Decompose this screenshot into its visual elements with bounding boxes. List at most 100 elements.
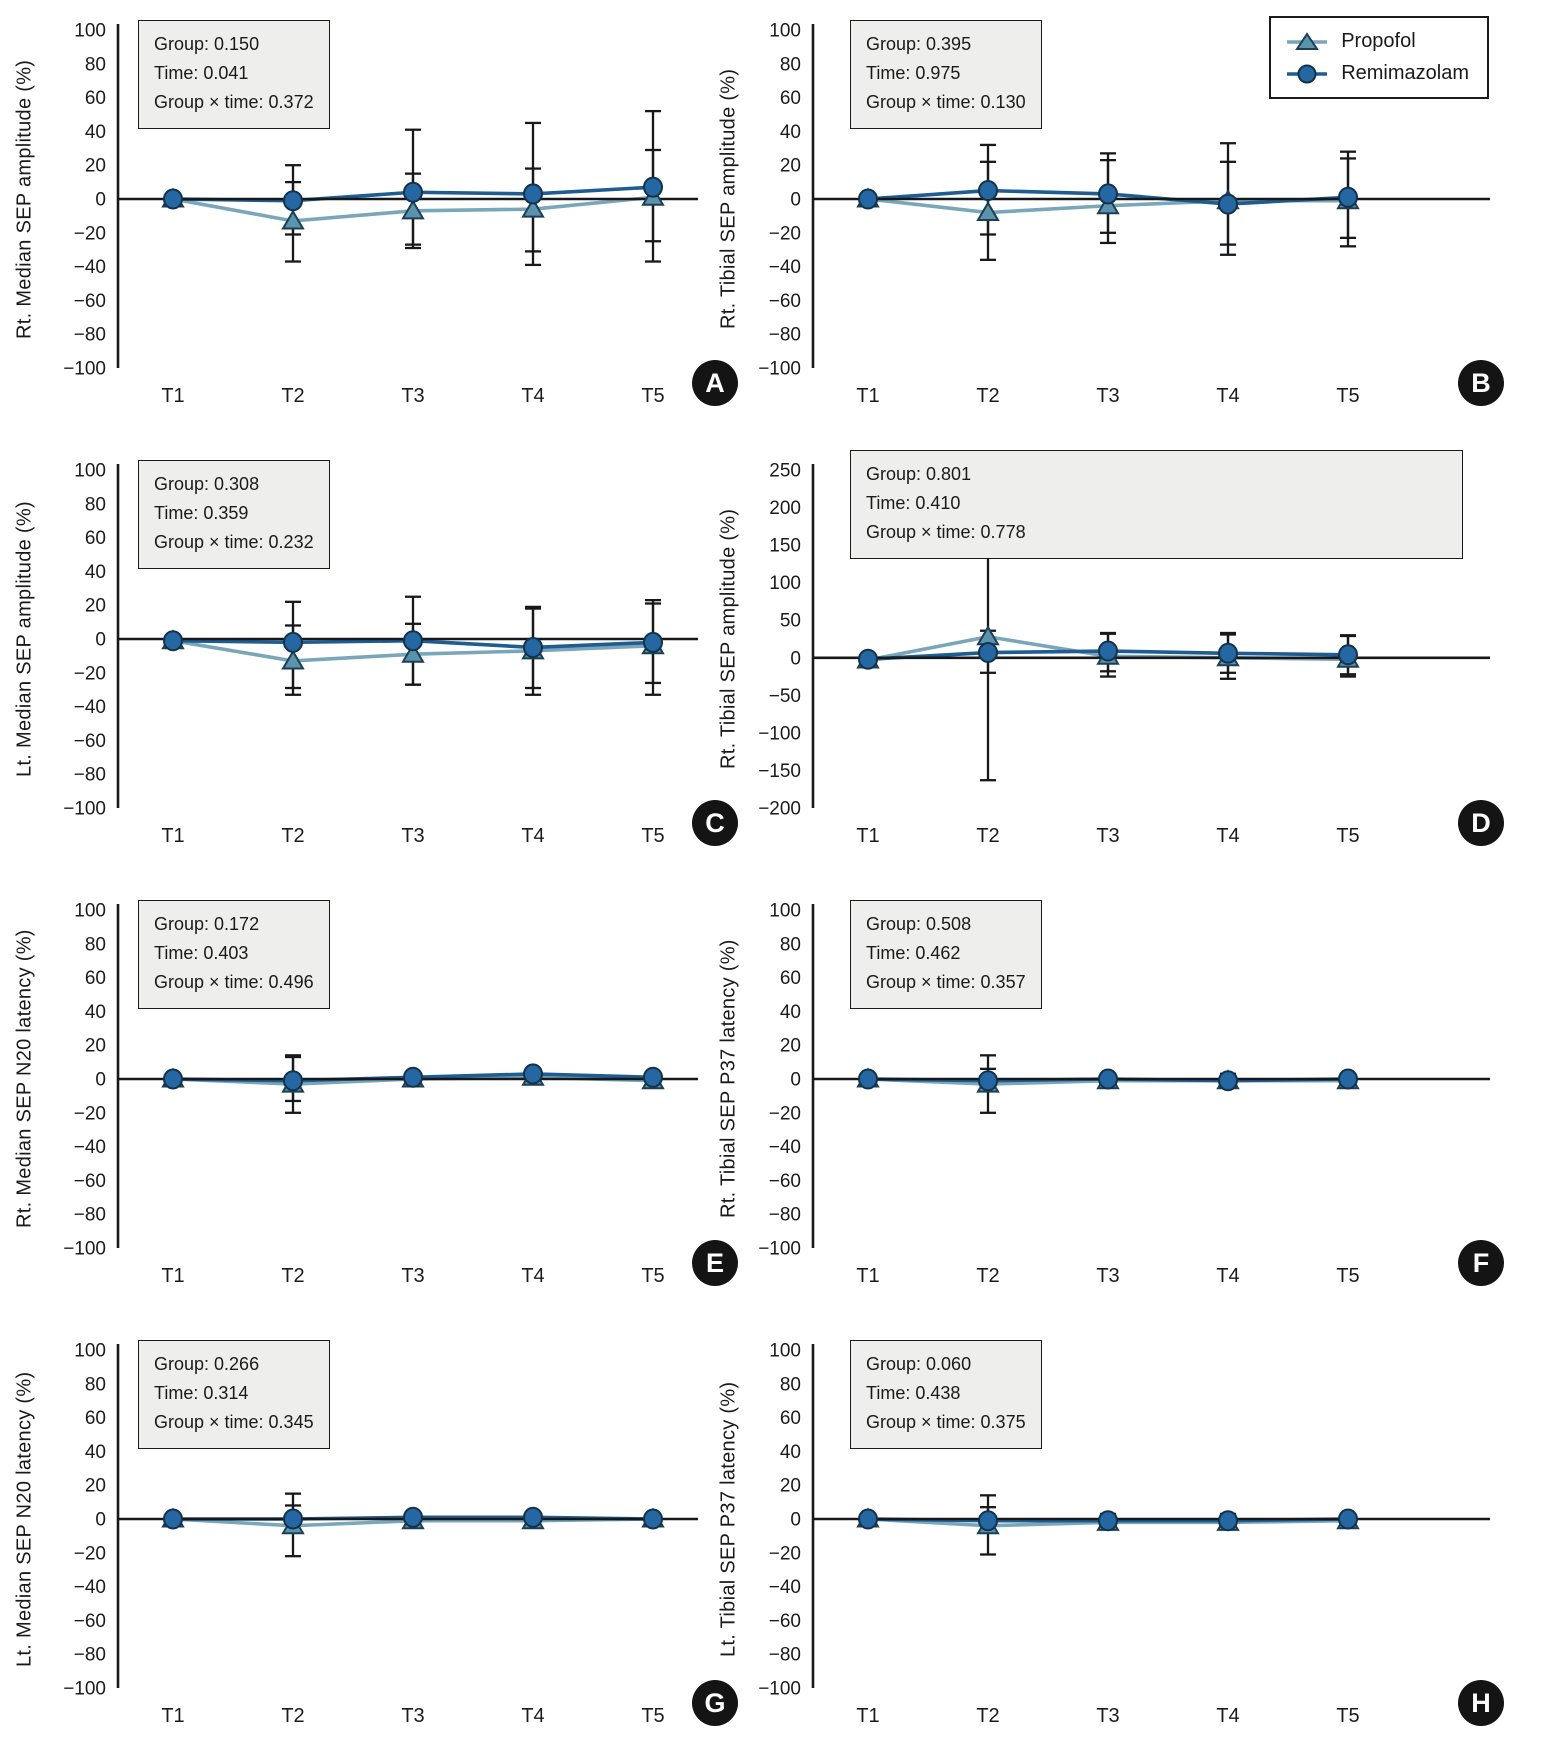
- svg-text:−60: −60: [769, 1611, 801, 1632]
- line-chart-d: 250 200 150 100 50 0 −50 −100 −150 −200 T1 T2 T3 T4 T5: [758, 461, 1490, 847]
- panel-f: Rt. Tibial SEP P37 latency (%) 100 80 60 40…: [700, 880, 1551, 1320]
- svg-text:20: 20: [85, 596, 106, 617]
- svg-text:20: 20: [780, 1036, 801, 1057]
- stats-group-line: Group: 0.150: [154, 34, 260, 54]
- panel-letter-badge: C: [692, 800, 738, 846]
- svg-text:T3: T3: [401, 385, 424, 407]
- svg-text:T4: T4: [1216, 825, 1239, 847]
- svg-text:250: 250: [769, 461, 801, 482]
- svg-text:80: 80: [780, 54, 801, 75]
- svg-text:−60: −60: [74, 1171, 106, 1192]
- stats-interaction-line: Group × time: 0.778: [866, 522, 1026, 543]
- stats-interaction-line: Group × time: 0.372: [154, 92, 314, 113]
- svg-text:−60: −60: [769, 1171, 801, 1192]
- stats-interaction-line: Group × time: 0.345: [154, 1412, 314, 1433]
- svg-text:T1: T1: [161, 1705, 184, 1727]
- panel-g: Lt. Median SEP N20 latency (%) 100 80 60 40…: [0, 1320, 738, 1760]
- svg-text:T4: T4: [521, 1705, 544, 1727]
- svg-text:T3: T3: [1096, 825, 1119, 847]
- line-chart-f: 100 80 60 40 20 0 −20 −40 −60 −80 −100 T1 T2 T3 T4 T5: [758, 901, 1490, 1287]
- svg-text:−40: −40: [74, 697, 106, 718]
- svg-text:40: 40: [85, 1442, 106, 1463]
- svg-text:−60: −60: [74, 731, 106, 752]
- panel-letter-badge: D: [1458, 800, 1504, 846]
- svg-text:80: 80: [780, 934, 801, 955]
- panel-letter-badge: A: [692, 360, 738, 406]
- svg-text:200: 200: [769, 498, 801, 519]
- svg-text:−20: −20: [769, 1543, 801, 1564]
- stats-group-line: Group: 0.395: [866, 34, 972, 54]
- svg-text:−100: −100: [758, 359, 801, 380]
- svg-text:60: 60: [85, 88, 106, 109]
- svg-text:T1: T1: [161, 825, 184, 847]
- svg-text:−80: −80: [74, 765, 106, 786]
- svg-text:−40: −40: [74, 1137, 106, 1158]
- svg-text:40: 40: [85, 1002, 106, 1023]
- svg-text:20: 20: [85, 1036, 106, 1057]
- stats-box: Group: 0.266 Time: 0.314 Group × time: 0…: [138, 1340, 330, 1450]
- stats-time-line: Time: 0.462: [866, 943, 961, 964]
- svg-text:40: 40: [85, 562, 106, 583]
- svg-text:100: 100: [769, 573, 801, 594]
- svg-text:−40: −40: [74, 257, 106, 278]
- svg-text:T5: T5: [641, 1705, 664, 1727]
- svg-text:60: 60: [85, 968, 106, 989]
- svg-text:−50: −50: [769, 686, 801, 707]
- svg-text:−80: −80: [769, 1205, 801, 1226]
- svg-text:T1: T1: [856, 1705, 879, 1727]
- legend-label: Remimazolam: [1341, 62, 1469, 84]
- svg-text:100: 100: [74, 21, 106, 42]
- svg-text:−100: −100: [63, 359, 106, 380]
- line-chart-g: 100 80 60 40 20 0 −20 −40 −60 −80 −100 T1 T2 T3 T4 T5: [63, 1341, 698, 1727]
- svg-text:T5: T5: [641, 385, 664, 407]
- svg-text:80: 80: [85, 1374, 106, 1395]
- svg-text:T4: T4: [1216, 1705, 1239, 1727]
- panel-letter-badge: E: [692, 1240, 738, 1286]
- svg-text:T4: T4: [521, 385, 544, 407]
- svg-text:−150: −150: [758, 761, 801, 782]
- svg-text:0: 0: [790, 648, 801, 669]
- stats-box: Group: 0.395 Time: 0.975 Group × time: 0…: [850, 20, 1042, 130]
- remimazolam-legend-marker: [1287, 64, 1328, 83]
- panel-a: Rt. Median SEP amplitude (%) 100 80 60 40 20…: [0, 0, 738, 440]
- svg-text:T5: T5: [1336, 1705, 1359, 1727]
- stats-interaction-line: Group × time: 0.130: [866, 92, 1026, 113]
- svg-text:80: 80: [85, 494, 106, 515]
- svg-text:20: 20: [85, 1476, 106, 1497]
- svg-text:−100: −100: [758, 1679, 801, 1700]
- svg-text:T5: T5: [1336, 1265, 1359, 1287]
- panel-letter-badge: B: [1458, 360, 1504, 406]
- svg-text:T1: T1: [856, 385, 879, 407]
- line-chart-c: 100 80 60 40 20 0 −20 −40 −60 −80 −100 T1 T2 T3 T4 T5: [63, 461, 698, 847]
- svg-text:T3: T3: [1096, 1265, 1119, 1287]
- svg-text:T2: T2: [976, 1705, 999, 1727]
- stats-box: Group: 0.308 Time: 0.359 Group × time: 0…: [138, 460, 330, 570]
- svg-text:40: 40: [780, 122, 801, 143]
- svg-text:T1: T1: [161, 385, 184, 407]
- svg-text:−100: −100: [63, 1679, 106, 1700]
- panel-h: Lt. Tibial SEP P37 latency (%) 100 80 60 40…: [700, 1320, 1551, 1760]
- svg-text:−20: −20: [74, 223, 106, 244]
- stats-group-line: Group: 0.060: [866, 1354, 972, 1374]
- svg-text:40: 40: [780, 1002, 801, 1023]
- svg-text:T3: T3: [1096, 385, 1119, 407]
- stats-box: Group: 0.060 Time: 0.438 Group × time: 0…: [850, 1340, 1042, 1450]
- stats-group-line: Group: 0.801: [866, 464, 972, 484]
- panel-e: Rt. Median SEP N20 latency (%) 100 80 60 40…: [0, 880, 738, 1320]
- legend-label: Propofol: [1341, 30, 1416, 52]
- svg-text:T2: T2: [281, 825, 304, 847]
- stats-interaction-line: Group × time: 0.357: [866, 972, 1026, 993]
- svg-text:T1: T1: [856, 825, 879, 847]
- stats-time-line: Time: 0.041: [154, 63, 249, 84]
- svg-text:−100: −100: [758, 723, 801, 744]
- panel-d: Rt. Tibial SEP amplitude (%) 250 200 150 10…: [700, 440, 1551, 880]
- svg-text:50: 50: [780, 611, 801, 632]
- svg-text:T2: T2: [281, 385, 304, 407]
- svg-text:0: 0: [95, 190, 106, 211]
- svg-text:−200: −200: [758, 799, 801, 820]
- stats-group-line: Group: 0.308: [154, 474, 260, 494]
- svg-text:60: 60: [780, 1408, 801, 1429]
- svg-text:60: 60: [85, 1408, 106, 1429]
- svg-text:T3: T3: [401, 825, 424, 847]
- svg-text:−20: −20: [74, 1543, 106, 1564]
